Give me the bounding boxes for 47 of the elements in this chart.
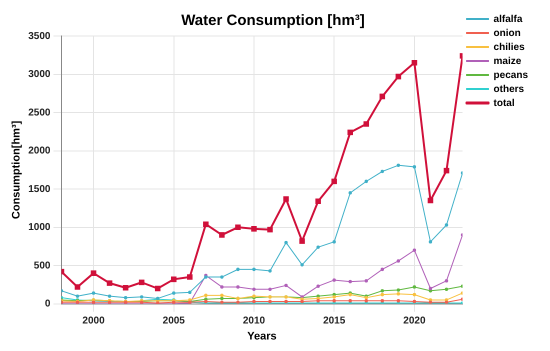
point — [203, 221, 209, 227]
legend-label: pecans — [494, 70, 528, 81]
legend-label: alfalfa — [494, 14, 523, 25]
point — [90, 270, 96, 276]
point — [283, 196, 289, 202]
point — [428, 198, 434, 204]
y-tick-label: 1000 — [28, 222, 51, 234]
point — [331, 178, 337, 184]
point — [444, 168, 450, 174]
y-tick-label: 2000 — [28, 146, 51, 157]
y-tick-label: 2500 — [28, 107, 51, 118]
point — [364, 121, 370, 127]
x-tick-label: 2015 — [323, 316, 346, 327]
point — [251, 226, 257, 232]
y-tick-label: 3500 — [28, 30, 51, 42]
point — [380, 94, 386, 100]
chart-title: Water Consumption [hm³] — [181, 12, 365, 30]
legend-label: chilies — [494, 42, 526, 53]
x-tick-label: 2005 — [162, 316, 186, 327]
legend-label: total — [494, 98, 515, 109]
x-tick-label: 2020 — [403, 316, 426, 327]
y-tick-label: 0 — [44, 298, 51, 310]
y-tick-label: 500 — [34, 260, 51, 272]
point — [267, 226, 273, 232]
point — [187, 274, 193, 280]
y-tick-label: 1500 — [28, 184, 51, 195]
point — [74, 284, 80, 290]
legend-label: maize — [494, 56, 522, 67]
point — [235, 224, 241, 230]
legend-label: onion — [494, 28, 521, 39]
x-tick-label: 2000 — [82, 316, 106, 327]
x-tick-label: 2010 — [242, 316, 266, 327]
y-tick-label: 3000 — [28, 69, 51, 80]
x-axis-title: Years — [247, 330, 277, 342]
point — [412, 60, 418, 66]
y-axis-title: Consumption[hm³] — [10, 120, 23, 220]
point — [154, 286, 160, 292]
point — [315, 198, 321, 204]
point — [299, 238, 305, 244]
point — [122, 284, 128, 290]
legend-label: others — [494, 84, 525, 95]
point — [106, 280, 112, 286]
point — [347, 130, 353, 136]
point — [138, 280, 144, 286]
point — [170, 276, 177, 282]
point — [219, 232, 225, 238]
point — [396, 74, 402, 80]
